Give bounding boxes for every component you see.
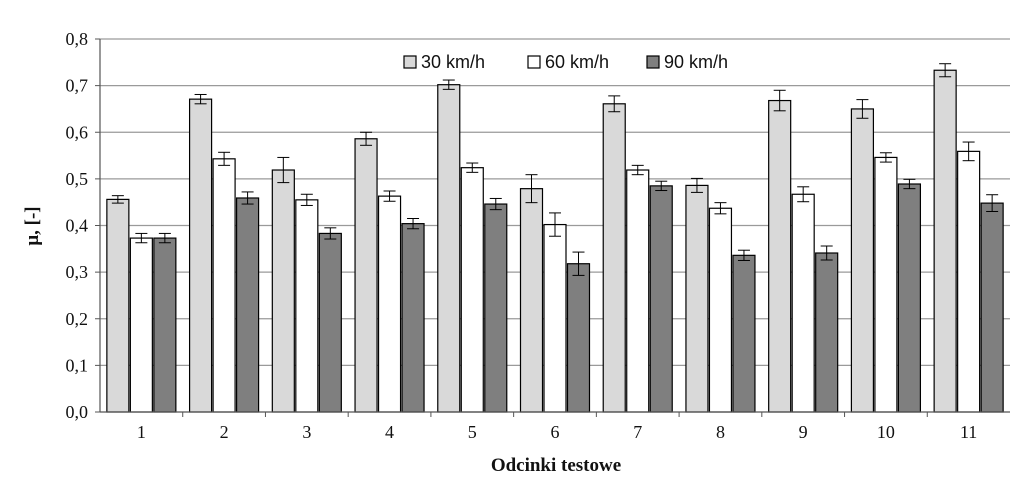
legend-swatch (646, 55, 660, 69)
axes (99, 39, 1010, 417)
y-axis-title: μ, [-] (22, 206, 43, 245)
y-tick-label: 0,4 (66, 216, 89, 236)
bar (980, 202, 1004, 413)
y-tick-label: 0,1 (66, 355, 89, 375)
legend-label: 60 km/h (545, 52, 609, 72)
bar (129, 237, 153, 413)
x-tick-label: 6 (551, 422, 560, 442)
legend-label: 30 km/h (421, 52, 485, 72)
bar-group (106, 63, 1004, 413)
bar (437, 84, 461, 413)
y-tick-label: 0,5 (66, 169, 89, 189)
bar (957, 150, 981, 413)
x-tick-label: 9 (799, 422, 808, 442)
bar (602, 103, 626, 413)
x-tick-label: 10 (877, 422, 895, 442)
bar (318, 232, 342, 413)
legend-label: 90 km/h (664, 52, 728, 72)
x-tick-label: 5 (468, 422, 477, 442)
bar (460, 167, 484, 413)
bar (295, 199, 319, 413)
bar (791, 193, 815, 413)
y-tick-label: 0,8 (66, 29, 89, 49)
bar (188, 98, 213, 413)
bar (377, 195, 402, 413)
y-tick-label: 0,7 (66, 76, 89, 96)
bar (933, 69, 957, 413)
bar (897, 183, 922, 413)
bar (815, 252, 839, 413)
bar (519, 188, 544, 413)
bar (354, 138, 378, 413)
legend: 30 km/h 60 km/h 90 km/h (403, 52, 728, 72)
x-tick-label: 7 (633, 422, 642, 442)
bar (685, 184, 709, 413)
y-tick-label: 0,6 (66, 122, 89, 142)
bar (874, 156, 898, 413)
x-tick-label: 11 (960, 422, 977, 442)
y-tick-label: 0,0 (66, 402, 89, 422)
bar (153, 237, 177, 413)
x-tick-label: 2 (220, 422, 229, 442)
x-tick-label: 1 (137, 422, 146, 442)
x-tick-label: 8 (716, 422, 725, 442)
bar (106, 198, 130, 413)
bar (401, 223, 425, 413)
bar (271, 169, 295, 413)
legend-swatch (403, 55, 417, 69)
y-tick-label: 0,3 (66, 262, 89, 282)
bar (649, 185, 673, 413)
bar (768, 99, 792, 413)
bar (708, 207, 733, 413)
x-tick-labels: 1 2 3 4 5 6 7 8 9 10 11 (137, 422, 977, 442)
bar (212, 158, 236, 413)
x-tick-label: 4 (385, 422, 394, 442)
bar (626, 169, 650, 413)
bar (850, 108, 875, 413)
x-axis-title: Odcinki testowe (491, 455, 621, 476)
bar (235, 197, 260, 413)
y-tick-label: 0,2 (66, 309, 89, 329)
bar (484, 203, 508, 413)
x-tick-label: 3 (302, 422, 311, 442)
bar (543, 223, 567, 413)
bar (566, 263, 591, 413)
y-tick-labels: 0,0 0,1 0,2 0,3 0,4 0,5 0,6 0,7 0,8 (66, 29, 89, 422)
bar (732, 254, 756, 413)
legend-swatch (527, 55, 541, 69)
